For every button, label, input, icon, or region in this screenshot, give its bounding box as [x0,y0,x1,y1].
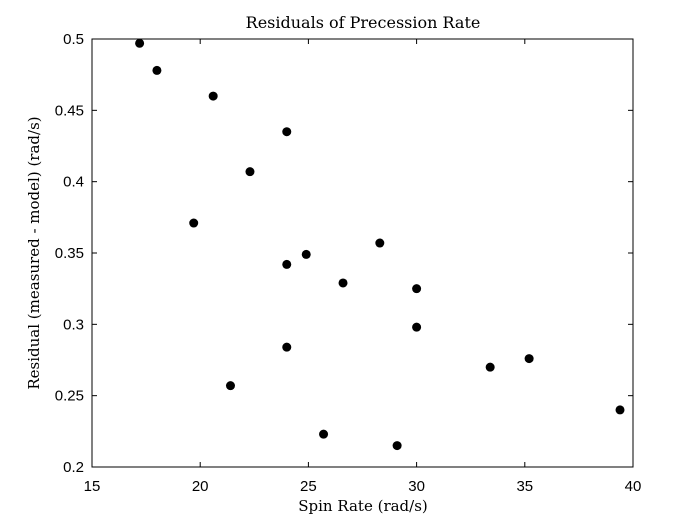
data-point [485,362,495,372]
x-tick-label: 30 [408,478,425,495]
y-tick-label: 0.35 [55,245,84,262]
data-point [189,218,199,228]
data-point [319,429,329,439]
data-point [282,259,292,269]
data-point [301,249,311,259]
x-axis-label: Spin Rate (rad/s) [298,497,428,515]
data-point [615,405,625,415]
x-tick-label: 15 [84,478,101,495]
y-tick-label: 0.25 [55,388,84,405]
y-tick-label: 0.2 [63,459,84,476]
x-tick-label: 20 [192,478,209,495]
data-point [375,238,385,248]
chart-title: Residuals of Precession Rate [246,13,481,32]
data-point [152,65,162,75]
y-tick-label: 0.4 [63,174,84,191]
x-tick-label: 25 [300,478,317,495]
y-tick-label: 0.3 [63,316,84,333]
data-point [282,127,292,137]
plot-area: 15 20 25 30 35 40 0.2 0.25 0.3 0.35 0.4 0.45 0.5 [55,31,642,495]
data-point [282,342,292,352]
x-axis-ticks: 15 20 25 30 35 40 [84,39,642,495]
data-point [338,278,348,288]
data-point [392,441,402,451]
data-point [208,91,218,101]
data-point [524,354,534,364]
data-point [225,381,235,391]
y-axis-label: Residual (measured - model) (rad/s) [25,116,43,389]
x-tick-label: 40 [625,478,642,495]
y-axis-ticks: 0.2 0.25 0.3 0.35 0.4 0.45 0.5 [55,31,633,476]
data-point [245,167,255,177]
data-point [135,38,145,48]
x-tick-label: 35 [516,478,533,495]
data-point [412,284,422,294]
y-tick-label: 0.5 [63,31,84,48]
data-point [412,322,422,332]
y-tick-label: 0.45 [55,102,84,119]
data-points [135,38,625,451]
